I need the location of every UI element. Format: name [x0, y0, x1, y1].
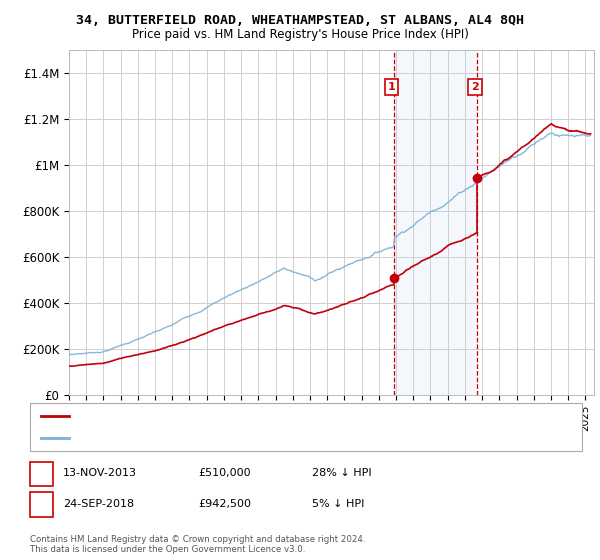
Text: Price paid vs. HM Land Registry's House Price Index (HPI): Price paid vs. HM Land Registry's House … [131, 28, 469, 41]
Text: 1: 1 [388, 82, 395, 92]
Text: 24-SEP-2018: 24-SEP-2018 [63, 499, 134, 509]
Bar [394, 50, 478, 395]
Text: £942,500: £942,500 [198, 499, 251, 509]
Text: 2: 2 [37, 497, 46, 511]
Text: 34, BUTTERFIELD ROAD, WHEATHAMPSTEAD, ST ALBANS, AL4 8QH (detached house): 34, BUTTERFIELD ROAD, WHEATHAMPSTEAD, ST… [75, 410, 492, 421]
Text: 1: 1 [37, 466, 46, 480]
Text: £510,000: £510,000 [198, 468, 251, 478]
Text: 13-NOV-2013: 13-NOV-2013 [63, 468, 137, 478]
Text: 2: 2 [471, 82, 479, 92]
Text: 34, BUTTERFIELD ROAD, WHEATHAMPSTEAD, ST ALBANS, AL4 8QH: 34, BUTTERFIELD ROAD, WHEATHAMPSTEAD, ST… [76, 14, 524, 27]
Text: Contains HM Land Registry data © Crown copyright and database right 2024.
This d: Contains HM Land Registry data © Crown c… [30, 535, 365, 554]
Text: HPI: Average price, detached house, St Albans: HPI: Average price, detached house, St A… [75, 433, 302, 444]
Text: 5% ↓ HPI: 5% ↓ HPI [312, 499, 364, 509]
Text: 28% ↓ HPI: 28% ↓ HPI [312, 468, 371, 478]
